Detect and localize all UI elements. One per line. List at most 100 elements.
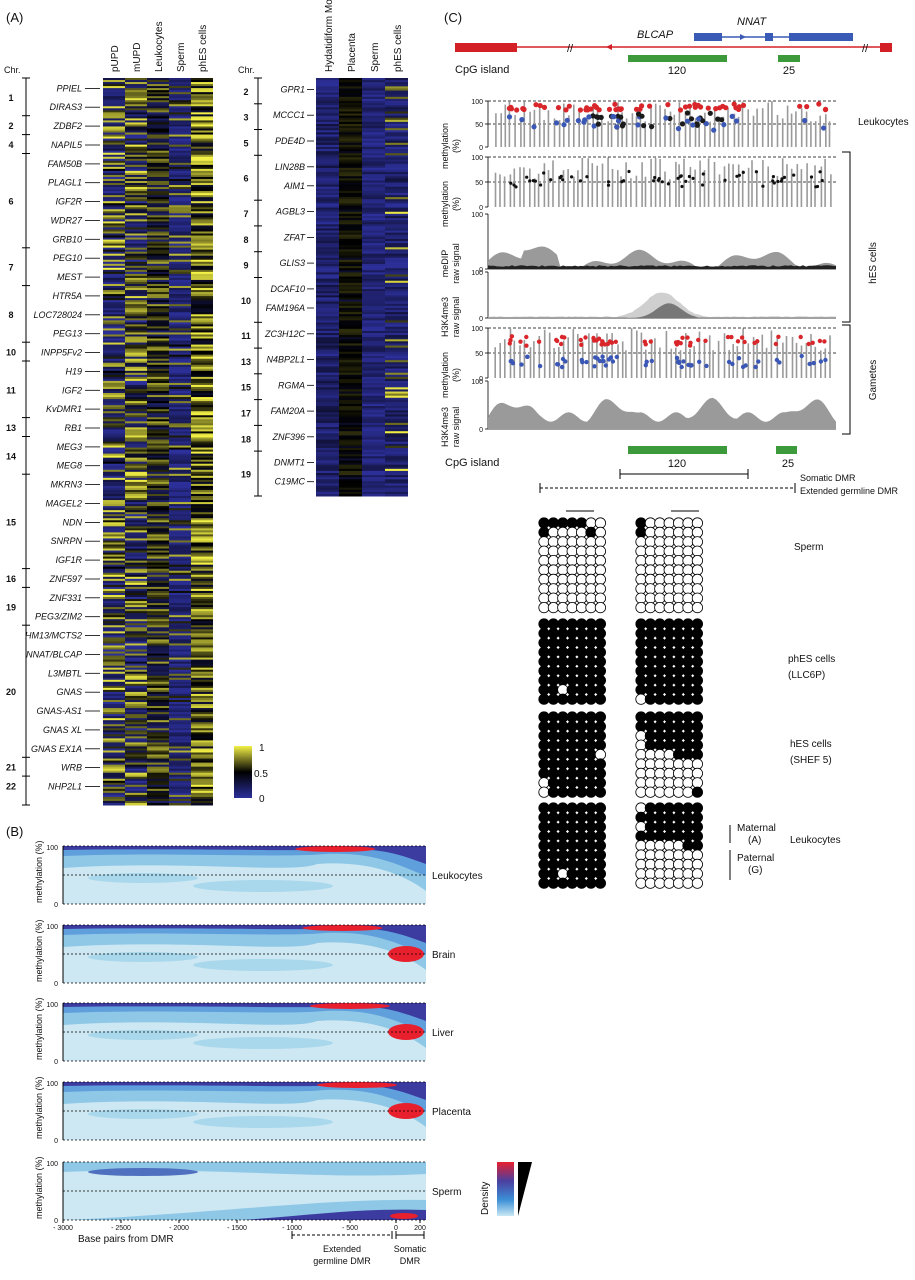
heatmap1-cell <box>103 732 125 735</box>
heatmap2-cell <box>385 406 408 409</box>
heatmap1-cell <box>191 302 213 305</box>
heatmap1-cell <box>169 205 191 208</box>
cpg-methylated <box>663 646 675 658</box>
heatmap2-cell <box>339 215 362 219</box>
heatmap2-cell <box>362 397 385 401</box>
heatmap1-cell <box>125 554 147 558</box>
heatmap1-cell <box>125 685 147 689</box>
methylation-dot-red <box>804 104 810 110</box>
methylation-dot-blue <box>818 359 824 364</box>
heatmap2-column-1: Placenta <box>347 33 358 72</box>
heatmap2-cell <box>316 349 339 353</box>
heatmap2-cell <box>385 218 408 221</box>
heatmap2-cell <box>339 261 362 265</box>
heatmap1-cell <box>169 384 191 388</box>
heatmap2-cell <box>362 320 385 324</box>
heatmap1-cell <box>191 796 213 800</box>
heatmap2-cell <box>385 100 408 104</box>
heatmap1-cell <box>169 346 191 350</box>
heatmap2-cell <box>316 493 339 497</box>
heatmap2-cell <box>316 462 339 466</box>
bisulfite-label-2-0: hES cells <box>790 739 832 750</box>
heatmap1-cell <box>147 449 169 453</box>
heatmap2-cell <box>362 393 385 397</box>
heatmap2-cell <box>385 138 408 142</box>
cpg-methylated <box>575 839 588 852</box>
heatmap1-cell <box>191 508 213 511</box>
heatmap2-cell <box>362 199 385 202</box>
heatmap2-cell <box>339 188 362 192</box>
heatmap1-cell <box>125 522 147 525</box>
heatmap1-cell <box>147 546 169 550</box>
methylation-dot-blue <box>756 359 761 364</box>
heatmap1-cell <box>191 633 213 636</box>
cpg-unmethylated <box>682 583 694 595</box>
heatmap1-cell <box>169 316 191 319</box>
heatmap1-cell <box>103 376 125 380</box>
heatmap1-cell <box>169 542 191 545</box>
heatmap2-cell <box>362 391 385 395</box>
cpg-methylated <box>575 786 588 798</box>
heatmap2-cell <box>339 410 362 413</box>
heatmap1-cell <box>147 487 169 491</box>
heatmap1-cell <box>103 734 125 737</box>
cpg-methylated <box>672 711 685 723</box>
heatmap2-cell <box>339 491 362 495</box>
heatmap1-cell <box>191 754 213 758</box>
heatmap2-cell <box>362 232 385 236</box>
heatmap1-cell <box>147 451 169 455</box>
methylation-dot-red <box>606 106 613 112</box>
heatmap1-cell <box>125 158 147 162</box>
heatmap1-cell <box>147 524 169 527</box>
heatmap1-cell <box>169 603 191 606</box>
heatmap1-cell <box>169 601 191 604</box>
heatmap1-cell <box>169 708 191 711</box>
heatmap2-cell <box>316 247 339 250</box>
heatmap1-cell <box>191 798 213 802</box>
heatmap2-cell <box>385 464 408 468</box>
heatmap2-cell <box>362 182 385 186</box>
heatmap1-cell <box>191 439 213 442</box>
heatmap1-cell <box>169 110 191 113</box>
heatmap2-column-2: Sperm <box>370 43 381 72</box>
cpg-methylated <box>566 618 578 630</box>
heatmap1-cell <box>147 574 169 578</box>
methylation-dot-red <box>725 334 731 340</box>
methylation-dot-blue <box>610 359 616 364</box>
heatmap1-cell <box>169 191 191 194</box>
methylation-dot-blue <box>649 358 654 364</box>
bisulfite-label-1-1: (LLC6P) <box>788 670 825 681</box>
heatmap1-cell <box>191 514 213 517</box>
heatmap1-cell <box>169 199 191 202</box>
extended-label-2: germline DMR <box>313 1256 371 1266</box>
heatmap1-cell <box>125 635 147 638</box>
heatmap1-cell <box>103 578 125 582</box>
cpg-bar <box>621 341 624 378</box>
heatmap1-cell <box>191 391 213 394</box>
heatmap1-cell <box>169 611 191 614</box>
heatmap2-cell <box>385 479 408 482</box>
heatmap1-cell <box>191 782 213 786</box>
heatmap1-cell <box>191 195 213 198</box>
heatmap1-cell <box>191 570 213 574</box>
heatmap1-cell <box>103 611 125 614</box>
heatmap1-cell <box>125 364 147 368</box>
cpg-bar <box>587 158 589 207</box>
cpg-unmethylated <box>635 877 647 889</box>
cpg-bar <box>641 162 643 207</box>
heatmap1-cell <box>147 407 169 410</box>
heatmap1-cell <box>125 346 147 350</box>
cpg-unmethylated <box>538 573 550 586</box>
heatmap1-cell <box>191 619 213 622</box>
heatmap2-cell <box>339 406 362 409</box>
heatmap1-cell <box>191 568 213 572</box>
heatmap2-cell <box>362 245 385 248</box>
heatmap1-cell <box>147 172 169 176</box>
heatmap1-cell <box>147 552 169 556</box>
heatmap1-cell <box>103 382 125 386</box>
heatmap1-cell <box>147 653 169 657</box>
heatmap2-cell <box>385 412 408 415</box>
methylation-dot-blue <box>579 357 584 363</box>
heatmap2-cell <box>339 353 362 357</box>
heatmap2-cell <box>316 330 339 334</box>
